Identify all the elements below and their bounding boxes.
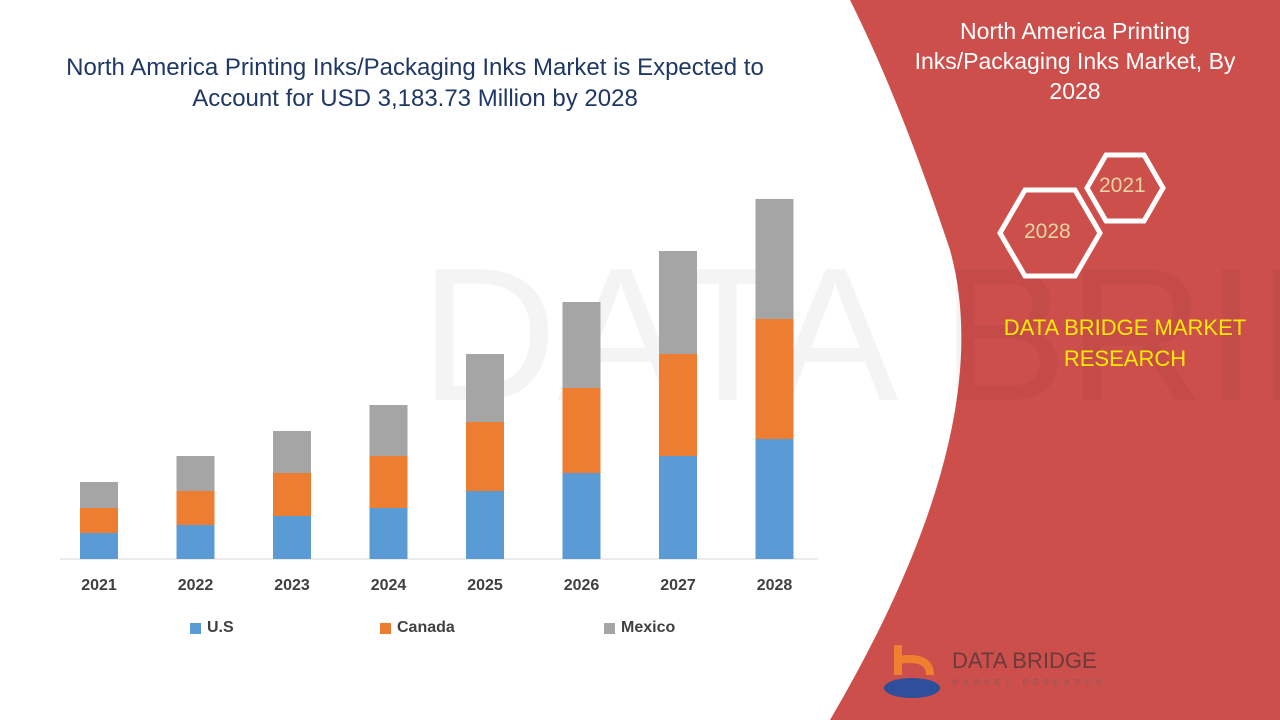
- logo-mark: [894, 645, 934, 676]
- bar-mexico-2023: [273, 431, 311, 473]
- legend-swatch: [380, 622, 391, 634]
- bar-canada-2026: [562, 388, 601, 473]
- hexagon-2021: [1084, 152, 1166, 224]
- x-tick-label: 2025: [467, 577, 503, 594]
- chart-title: North America Printing Inks/Packaging In…: [66, 54, 764, 112]
- legend-item: Canada: [380, 619, 455, 637]
- legend-label: Canada: [397, 619, 455, 636]
- bar-mexico-2027: [659, 251, 697, 354]
- x-tick-label: 2022: [177, 577, 214, 594]
- legend-label: U.S: [207, 619, 234, 636]
- bar-us-2025: [466, 491, 504, 559]
- legend-item: U.S: [190, 619, 234, 637]
- x-tick-label: 2024: [370, 577, 407, 594]
- bar-mexico-2025: [466, 354, 504, 422]
- x-tick-label: 2023: [274, 577, 310, 594]
- bar-us-2024: [369, 508, 408, 559]
- bar-canada-2022: [176, 491, 215, 525]
- hex-label-2021: 2021: [1099, 174, 1146, 197]
- bar-mexico-2028: [755, 199, 794, 319]
- bar-us-2028: [755, 439, 794, 559]
- legend-swatch: [190, 622, 201, 634]
- side-panel: [830, 0, 1280, 720]
- hex-label-2028: 2028: [1024, 220, 1071, 243]
- bar-mexico-2026: [562, 302, 601, 388]
- bar-us-2021: [80, 533, 118, 559]
- bar-canada-2025: [466, 422, 504, 491]
- bar-us-2022: [176, 525, 215, 559]
- bar-canada-2021: [80, 508, 118, 533]
- bar-us-2023: [273, 516, 311, 559]
- legend-label: Mexico: [621, 619, 676, 636]
- bar-us-2027: [659, 456, 697, 559]
- x-tick-label: 2027: [660, 577, 696, 594]
- x-tick-label: 2021: [81, 577, 117, 594]
- x-tick-label: 2028: [756, 577, 793, 594]
- bar-mexico-2022: [176, 456, 215, 491]
- bar-canada-2023: [273, 473, 311, 516]
- logo-subtext: MARKET RESEARCH: [952, 678, 1107, 687]
- bar-mexico-2024: [369, 405, 408, 456]
- hexagon-2028: [997, 187, 1103, 279]
- x-tick-label: 2026: [563, 577, 600, 594]
- bar-canada-2024: [369, 456, 408, 508]
- side-panel-title: North America Printing Inks/Packaging In…: [914, 18, 1236, 104]
- logo-swoosh: [884, 678, 940, 698]
- bar-canada-2027: [659, 354, 697, 456]
- logo-text: DATA BRIDGE: [952, 648, 1097, 673]
- bar-canada-2028: [755, 319, 794, 439]
- bar-mexico-2021: [80, 482, 118, 508]
- bar-us-2026: [562, 473, 601, 559]
- legend-swatch: [604, 622, 615, 634]
- legend-item: Mexico: [604, 619, 675, 637]
- brand-text: DATA BRIDGE MARKET RESEARCH: [1003, 315, 1247, 371]
